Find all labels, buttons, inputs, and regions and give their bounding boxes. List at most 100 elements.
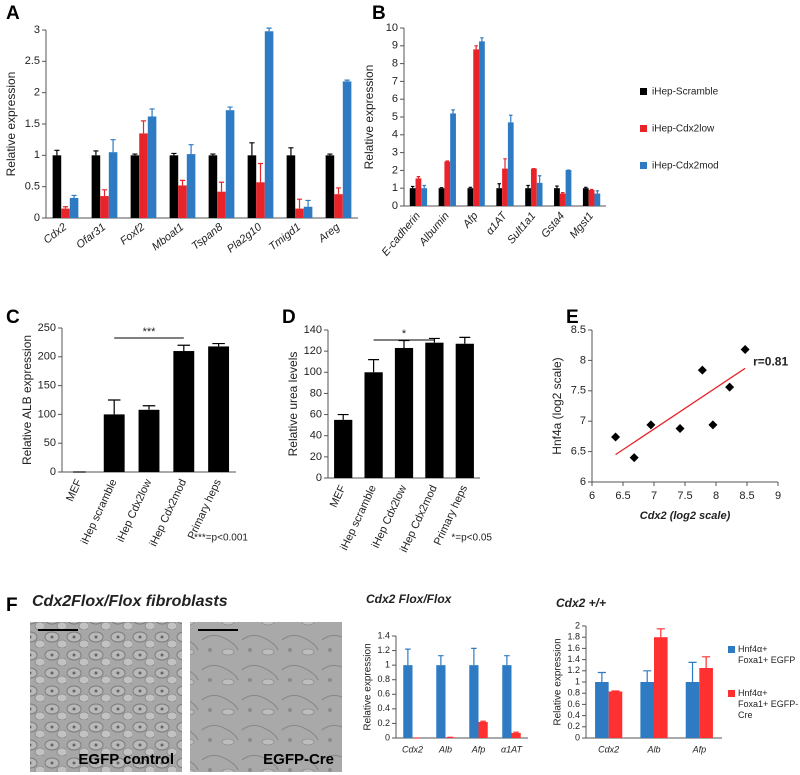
- bar: [52, 155, 62, 218]
- y-tick-label: 0.8: [567, 688, 580, 698]
- error-bar: [71, 194, 77, 198]
- y-tick-label: 0: [392, 200, 398, 212]
- bar: [325, 155, 335, 218]
- bar: [594, 193, 601, 206]
- error-bar: [611, 690, 620, 692]
- y-tick-label: 1.6: [567, 643, 580, 653]
- y-tick-label: 1.8: [567, 632, 580, 642]
- bar: [415, 178, 422, 206]
- y-axis-label: Relative expression: [553, 638, 564, 725]
- y-tick-label: 7: [580, 415, 586, 427]
- y-tick-label: 7.5: [571, 385, 586, 397]
- y-axis-label: Relative ALB expression: [20, 335, 34, 465]
- error-bar: [335, 187, 342, 195]
- error-bar: [589, 188, 594, 191]
- x-tick-label: Cdx2: [402, 744, 423, 754]
- x-tick-label: 6: [589, 490, 595, 502]
- bar: [295, 208, 304, 218]
- error-bar: [218, 181, 225, 192]
- error-bar: [459, 336, 471, 344]
- x-tick-label: 8: [713, 490, 719, 502]
- y-tick-label: 8: [392, 58, 398, 70]
- x-tick-label: Sult1a1: [505, 210, 538, 246]
- bar: [455, 343, 474, 478]
- legend-label: Hnf4α+ Foxa1+ EGFP-Cre: [738, 688, 799, 720]
- error-bar: [474, 45, 478, 50]
- bar: [478, 721, 488, 738]
- bar: [438, 188, 445, 206]
- y-tick-label: 0.2: [377, 718, 390, 728]
- error-bar: [526, 184, 530, 189]
- y-tick-label: 40: [310, 430, 322, 442]
- error-bar: [509, 114, 513, 123]
- bar: [409, 188, 416, 206]
- bar: [469, 665, 479, 738]
- y-tick-label: 0.2: [567, 721, 580, 731]
- error-bar: [513, 731, 519, 733]
- y-tick-label: 140: [304, 324, 322, 336]
- x-tick-label: 6.5: [615, 490, 630, 502]
- bar: [147, 116, 157, 218]
- y-tick-label: 3: [392, 147, 398, 159]
- error-bar: [504, 655, 510, 666]
- bar: [502, 665, 512, 738]
- y-tick-label: 0.5: [25, 181, 40, 193]
- bar: [421, 188, 428, 206]
- x-tick-label: 7: [651, 490, 657, 502]
- y-tick-label: 2.5: [25, 55, 40, 67]
- x-tick-label: Mboat1: [150, 221, 186, 253]
- bar: [403, 665, 413, 738]
- bar: [130, 155, 140, 218]
- y-axis-label: Relative expression: [363, 643, 374, 730]
- x-tick-label: 7.5: [677, 490, 692, 502]
- y-tick-label: 1.2: [377, 645, 390, 655]
- bar: [334, 194, 343, 218]
- bar: [554, 188, 560, 206]
- bar: [303, 206, 313, 218]
- bar: [467, 188, 474, 206]
- error-bar: [584, 186, 588, 189]
- y-tick-label: 0: [34, 212, 40, 224]
- panel-label: D: [282, 307, 296, 328]
- bar: [565, 170, 572, 206]
- y-tick-label: 0: [385, 732, 390, 742]
- bar: [507, 122, 514, 206]
- error-bar: [656, 628, 665, 638]
- bar: [502, 168, 508, 206]
- x-tick-label: iHep Cdx2mod: [148, 477, 190, 548]
- bar: [103, 414, 125, 472]
- error-bar: [560, 192, 565, 194]
- error-bar: [555, 185, 559, 189]
- chart-title: Cdx2 Flox/Flox: [366, 592, 453, 606]
- x-tick-label: Alb: [438, 744, 452, 754]
- bar: [342, 81, 352, 219]
- error-bar: [537, 175, 542, 183]
- panel-label: A: [6, 3, 20, 24]
- y-tick-label: 8.5: [571, 324, 586, 336]
- error-bar: [439, 187, 444, 189]
- y-tick-label: 1: [392, 182, 398, 194]
- error-bar: [93, 150, 99, 156]
- y-tick-label: 9: [392, 40, 398, 52]
- y-tick-label: 120: [304, 345, 322, 357]
- y-tick-label: 6.5: [571, 446, 586, 458]
- y-tick-label: 6: [580, 476, 586, 488]
- bar: [100, 196, 109, 218]
- bar: [256, 182, 265, 218]
- footnote: *=p<0.05: [451, 533, 492, 544]
- legend-swatch: [640, 162, 647, 169]
- x-tick-label: MEF: [328, 483, 349, 509]
- error-bar: [140, 120, 147, 134]
- image-caption: EGFP-Cre: [263, 751, 334, 768]
- error-bar: [344, 79, 350, 82]
- y-tick-label: 0: [575, 732, 580, 742]
- legend-entry: Hnf4α+ Foxa1+ EGFP: [738, 644, 795, 665]
- x-tick-label: iHep scramble: [79, 477, 120, 546]
- y-tick-label: 0.4: [567, 710, 580, 720]
- bar: [169, 155, 179, 218]
- bar: [479, 41, 485, 206]
- x-tick-label: Areg: [316, 221, 343, 246]
- bar: [91, 155, 101, 218]
- error-bar: [480, 720, 486, 722]
